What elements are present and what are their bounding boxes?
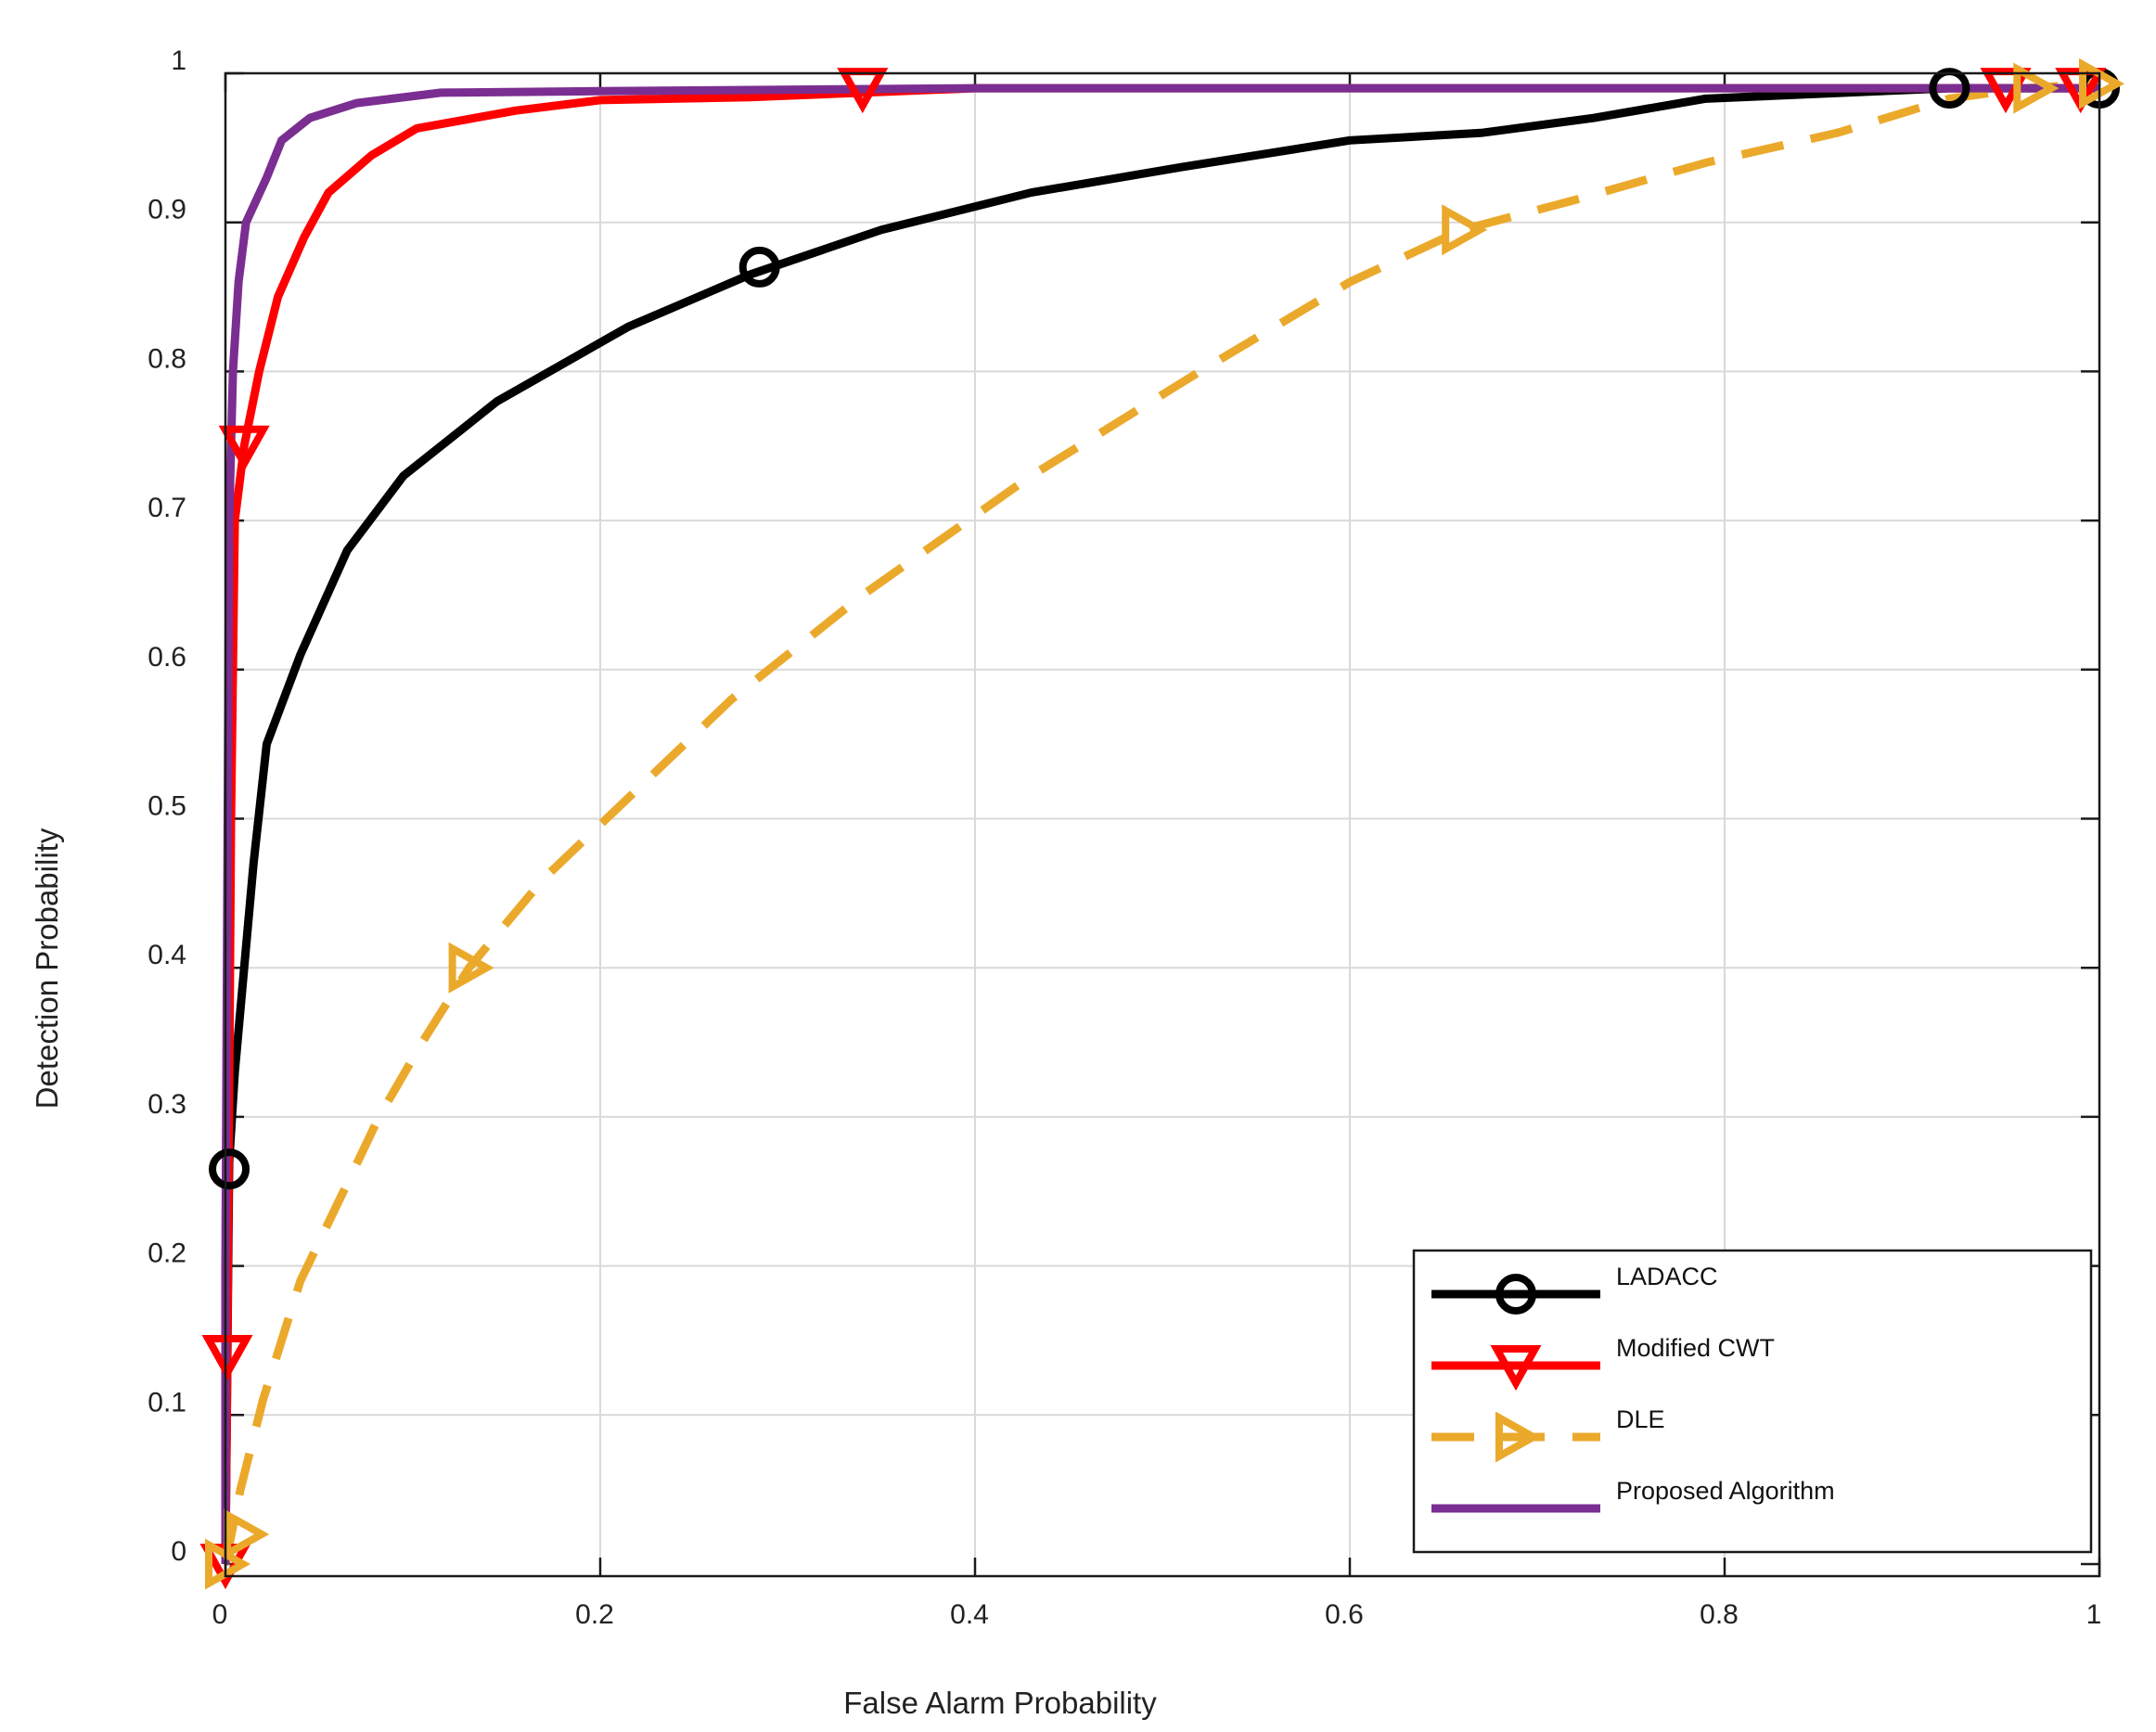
- x-tick-label: 0: [212, 1599, 228, 1630]
- legend-marker-modified-cwt: [1490, 1345, 1542, 1392]
- series-line-dle: [221, 79, 2100, 1565]
- y-tick-label: 0.3: [148, 1089, 186, 1120]
- x-tick-label: 0.8: [1700, 1599, 1739, 1630]
- series-line-ladacc: [221, 83, 2099, 1565]
- x-tick-label: 0.2: [575, 1599, 614, 1630]
- legend-box: [1412, 1249, 2093, 1554]
- series-marker-modified-cwt: [837, 68, 889, 114]
- series-marker-modified-cwt: [218, 425, 270, 471]
- grid-lines: [225, 73, 2099, 1576]
- legend-marker-ladacc: [1495, 1274, 1536, 1315]
- y-tick-label: 0.5: [148, 791, 186, 822]
- series-line-proposed-algorithm: [221, 83, 2099, 1564]
- x-tick-label: 0.6: [1325, 1599, 1364, 1630]
- legend-label-modified-cwt: Modified CWT: [1616, 1334, 1775, 1362]
- series-marker-dle: [448, 942, 494, 994]
- series-marker-dle: [1442, 204, 1488, 256]
- y-tick-label: 0.6: [148, 642, 186, 673]
- legend-label-ladacc: LADACC: [1616, 1263, 1718, 1290]
- series-marker-dle: [224, 1508, 270, 1560]
- plot-frame: [224, 71, 2101, 1578]
- legend-marker-dle: [1495, 1411, 1542, 1463]
- series-lines: [221, 79, 2100, 1565]
- x-tick-label: 1: [2086, 1599, 2102, 1630]
- y-tick-label: 0.4: [148, 940, 186, 970]
- y-tick-label: 0.2: [148, 1238, 186, 1269]
- y-tick-label: 0.7: [148, 493, 186, 523]
- y-tick-label: 0.8: [148, 343, 186, 374]
- x-axis-label: False Alarm Probability: [843, 1686, 1157, 1720]
- series-marker-ladacc: [1929, 68, 1970, 109]
- y-tick-label: 0.9: [148, 195, 186, 225]
- y-tick-label: 0: [171, 1536, 186, 1567]
- legend-label-dle: DLE: [1616, 1405, 1665, 1433]
- legend-label-proposed-algorithm: Proposed Algorithm: [1616, 1477, 1835, 1505]
- series-marker-ladacc: [738, 246, 780, 288]
- y-axis-label: Detection Probability: [30, 828, 64, 1109]
- y-tick-label: 0.1: [148, 1387, 186, 1418]
- y-tick-label: 1: [171, 45, 186, 76]
- series-marker-ladacc: [209, 1148, 250, 1190]
- x-tick-label: 0.4: [950, 1599, 989, 1630]
- series-marker-dle: [2013, 62, 2060, 114]
- series-marker-modified-cwt: [201, 1335, 253, 1381]
- tick-labels: 0 0.2 0.4 0.6 0.8 1 0 0.1 0.2 0.3 0.4 0.5 0.6 0.7 0.8 0…: [148, 45, 2101, 1630]
- legend: LADACC Modified CWT DLE Proposed Algorithm: [1412, 1249, 2093, 1554]
